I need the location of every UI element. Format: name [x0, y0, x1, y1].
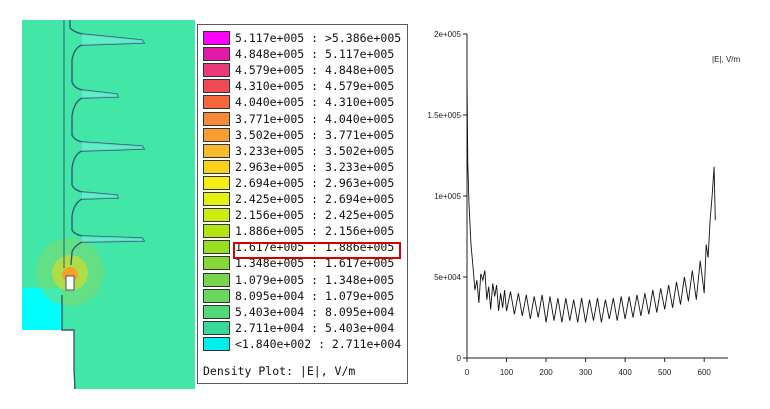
x-tick-label: 600: [698, 368, 712, 377]
legend-label: 3.233e+005 : 3.502e+005: [235, 143, 395, 158]
legend-label: 2.156e+005 : 2.425e+005: [235, 208, 395, 223]
insulator-core: [22, 330, 74, 389]
legend-entry: 2.425e+005 : 2.694e+005: [203, 191, 403, 207]
legend-swatch: [203, 320, 230, 335]
legend-entry: 2.156e+005 : 2.425e+005: [203, 207, 403, 223]
legend-entry: 2.963e+005 : 3.233e+005: [203, 159, 403, 175]
legend-swatch: [203, 47, 230, 62]
legend-entry: 3.233e+005 : 3.502e+005: [203, 143, 403, 159]
y-tick-label: 5e+004: [434, 273, 461, 282]
y-tick-label: 1.5e+005: [427, 111, 461, 120]
highlighted-range-box: [233, 242, 401, 259]
legend-label: 3.771e+005 : 4.040e+005: [235, 111, 395, 126]
x-tick-label: 500: [658, 368, 672, 377]
legend-label: 2.425e+005 : 2.694e+005: [235, 192, 395, 206]
legend-swatch: [203, 79, 230, 94]
legend-label: 4.310e+005 : 4.579e+005: [235, 79, 395, 94]
legend-entry: 3.502e+005 : 3.771e+005: [203, 127, 403, 143]
series-line: [466, 79, 716, 323]
legend-swatch: [203, 288, 230, 303]
legend-swatch: [203, 240, 230, 255]
legend-entry: 4.848e+005 : 5.117e+005: [203, 46, 403, 62]
legend-entry: 2.711e+004 : 5.403e+004: [203, 320, 403, 336]
y-tick-label: 2e+005: [434, 30, 461, 39]
x-tick-label: 0: [465, 368, 470, 377]
x-tick-label: 300: [579, 368, 593, 377]
y-tick-label: 1e+005: [434, 192, 461, 201]
legend-label: 5.117e+005 : >5.386e+005: [235, 31, 402, 45]
legend-swatch: [203, 159, 230, 174]
legend-label: 1.079e+005 : 1.348e+005: [235, 272, 395, 287]
legend-label: <1.840e+002 : 2.711e+004: [235, 336, 402, 351]
legend-label: 1.348e+005 : 1.617e+005: [235, 256, 395, 271]
legend-swatch: [203, 192, 230, 206]
legend-swatch: [203, 31, 230, 45]
legend-entry: 2.694e+005 : 2.963e+005: [203, 175, 403, 191]
legend-swatch: [203, 95, 230, 110]
legend-label: 4.040e+005 : 4.310e+005: [235, 95, 395, 110]
legend-swatch: [203, 272, 230, 287]
legend-label: 4.579e+005 : 4.848e+005: [235, 63, 395, 78]
legend-entry: <1.840e+002 : 2.711e+004: [203, 336, 403, 352]
conductor-outline: [61, 295, 76, 389]
x-tick-label: 200: [539, 368, 553, 377]
x-tick-label: 400: [618, 368, 632, 377]
legend-label: 4.848e+005 : 5.117e+005: [235, 47, 395, 62]
legend-label: 8.095e+004 : 1.079e+005: [235, 288, 395, 303]
legend-swatch: [203, 336, 230, 351]
legend-caption: Density Plot: |E|, V/m: [203, 364, 356, 378]
legend-swatch: [203, 224, 230, 239]
legend-entry: 5.117e+005 : >5.386e+005: [203, 30, 403, 46]
legend-entry: 1.079e+005 : 1.348e+005: [203, 272, 403, 288]
legend-entry: 4.040e+005 : 4.310e+005: [203, 94, 403, 110]
color-legend: 5.117e+005 : >5.386e+005 4.848e+005 : 5.1…: [197, 24, 408, 384]
legend-swatch: [203, 256, 230, 271]
field-density-plot: [22, 20, 195, 389]
legend-swatch: [203, 127, 230, 142]
y-axis-label: |E|, V/m: [712, 55, 740, 64]
legend-label: 2.711e+004 : 5.403e+004: [235, 320, 395, 335]
field-profile-chart: 0 100 200 300 400 500 600 0 5e+004 1e+005 1.5e+005…: [427, 30, 740, 377]
y-tick-label: 0: [457, 354, 462, 363]
x-tick-label: 100: [500, 368, 514, 377]
legend-label: 2.694e+005 : 2.963e+005: [235, 175, 395, 190]
legend-label: 3.502e+005 : 3.771e+005: [235, 127, 395, 142]
legend-swatch: [203, 208, 230, 223]
legend-label: 5.403e+004 : 8.095e+004: [235, 304, 395, 319]
legend-entry: 4.310e+005 : 4.579e+005: [203, 78, 403, 94]
legend-entry: 1.348e+005 : 1.617e+005: [203, 255, 403, 271]
legend-entry: 5.403e+004 : 8.095e+004: [203, 304, 403, 320]
legend-swatch: [203, 111, 230, 126]
legend-swatch: [203, 304, 230, 319]
legend-swatch: [203, 143, 230, 158]
legend-entry: 4.579e+005 : 4.848e+005: [203, 62, 403, 78]
legend-swatch: [203, 63, 230, 78]
legend-entry: 1.886e+005 : 2.156e+005: [203, 223, 403, 239]
legend-entry: 8.095e+004 : 1.079e+005: [203, 288, 403, 304]
legend-label: 1.886e+005 : 2.156e+005: [235, 224, 395, 239]
legend-entry: 3.771e+005 : 4.040e+005: [203, 111, 403, 127]
electrode-tip: [65, 275, 75, 291]
legend-label: 2.963e+005 : 3.233e+005: [235, 159, 395, 174]
legend-swatch: [203, 175, 230, 190]
